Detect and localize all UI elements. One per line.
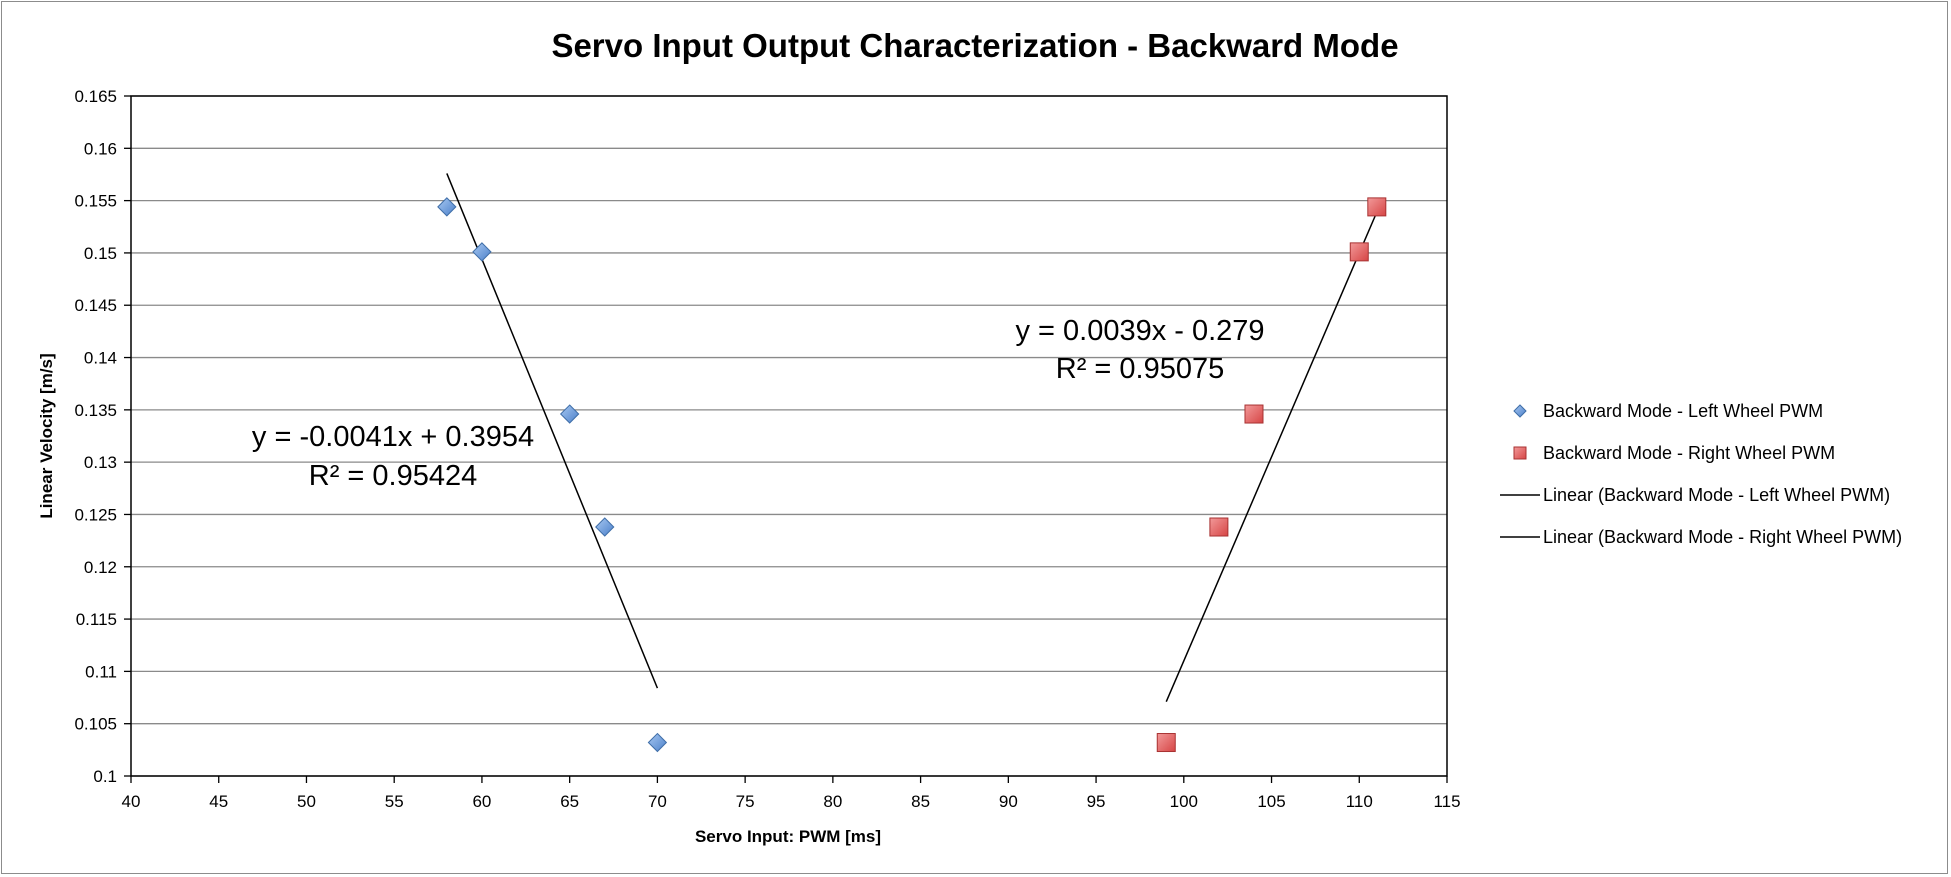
x-tick-label: 105 [1257, 792, 1285, 811]
data-point-left-wheel [595, 517, 615, 537]
y-tick-label: 0.135 [74, 401, 117, 420]
trendline-equation: y = 0.0039x - 0.279 [1015, 315, 1264, 347]
gridlines [131, 95, 1447, 777]
trendline-r-squared: R² = 0.95075 [1056, 353, 1224, 385]
x-axis-title: Servo Input: PWM [ms] [695, 827, 881, 846]
x-tick-label: 80 [823, 792, 842, 811]
data-point-right-wheel [1349, 242, 1369, 262]
trendline-equation: y = -0.0041x + 0.3954 [252, 421, 534, 453]
trendline-equations: y = -0.0041x + 0.3954 R² = 0.95424 y = 0.0… [252, 315, 1265, 492]
legend: Backward Mode - Left Wheel PWM Backward M… [1500, 401, 1902, 547]
data-point-left-wheel [559, 404, 580, 424]
chart-title: Servo Input Output Characterization - Ba… [551, 27, 1398, 64]
data-point-right-wheel [1367, 197, 1387, 217]
data-point-right-wheel [1244, 404, 1264, 424]
legend-marker-diamond [1513, 404, 1527, 418]
y-tick-label: 0.105 [74, 715, 117, 734]
data-point-left-wheel [472, 242, 492, 262]
y-tick-label: 0.115 [76, 610, 117, 629]
x-tick-label: 40 [122, 792, 141, 811]
x-tick-label: 90 [999, 792, 1018, 811]
data-markers [437, 197, 1387, 753]
y-tick-label: 0.14 [84, 349, 117, 368]
y-tick-label: 0.15 [84, 244, 117, 263]
y-tick-label: 0.12 [84, 558, 117, 577]
trendline-r-squared: R² = 0.95424 [309, 460, 477, 492]
x-tick-label: 110 [1346, 792, 1373, 811]
legend-label: Linear (Backward Mode - Left Wheel PWM) [1543, 485, 1890, 505]
x-tick-label: 85 [911, 792, 930, 811]
legend-label: Backward Mode - Left Wheel PWM [1543, 401, 1823, 421]
data-point-right-wheel [1209, 517, 1229, 537]
x-tick-label: 45 [209, 792, 228, 811]
y-tick-label: 0.11 [85, 662, 117, 681]
y-tick-label: 0.165 [74, 87, 117, 106]
x-tick-label: 65 [560, 792, 579, 811]
plot-area [130, 95, 1448, 777]
x-tick-label: 95 [1087, 792, 1106, 811]
legend-label: Backward Mode - Right Wheel PWM [1543, 443, 1835, 463]
x-tick-label: 60 [472, 792, 491, 811]
legend-marker-square [1513, 446, 1527, 460]
x-tick-label: 70 [648, 792, 667, 811]
data-point-left-wheel [647, 732, 668, 753]
y-tick-label: 0.155 [74, 192, 117, 211]
x-tick-label: 100 [1170, 792, 1198, 811]
x-tick-label: 55 [385, 792, 404, 811]
data-point-left-wheel [437, 197, 457, 217]
x-tick-label: 50 [297, 792, 316, 811]
axis-ticks: 0.1 0.105 0.11 0.115 0.12 0.125 0.13 0.135 0.14 0… [74, 87, 1460, 811]
y-tick-label: 0.145 [74, 296, 117, 315]
y-tick-label: 0.13 [84, 453, 117, 472]
y-tick-label: 0.125 [74, 505, 117, 524]
x-tick-label: 75 [736, 792, 755, 811]
legend-label: Linear (Backward Mode - Right Wheel PWM) [1543, 527, 1902, 547]
y-axis-title: Linear Velocity [m/s] [37, 353, 56, 518]
data-point-right-wheel [1156, 733, 1176, 753]
y-tick-label: 0.1 [93, 767, 117, 786]
y-tick-label: 0.16 [84, 139, 117, 158]
x-tick-label: 115 [1433, 792, 1460, 811]
trendline [1165, 211, 1378, 703]
